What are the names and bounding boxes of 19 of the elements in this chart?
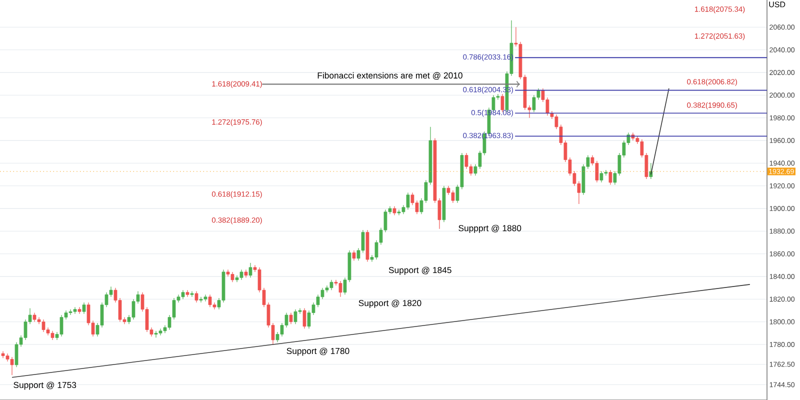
- candlestick: [608, 170, 612, 185]
- candlestick: [352, 250, 356, 261]
- annotation: Fibonacci extensions are met @ 2010: [318, 72, 462, 80]
- annotation: Support @ 1820: [358, 300, 422, 308]
- annotation: Support @ 1845: [388, 266, 452, 275]
- candlestick: [289, 312, 293, 324]
- candlestick: [78, 306, 82, 314]
- annotation: Suppprt @ 1880: [458, 224, 522, 233]
- annotation: Support @ 1780: [286, 348, 350, 356]
- candlestick: [190, 290, 194, 298]
- candlestick: [186, 290, 190, 298]
- y-axis-title: USD: [769, 2, 786, 8]
- candlestick: [248, 262, 252, 278]
- candlestick: [392, 206, 396, 216]
- candlestick: [82, 302, 86, 314]
- candlestick: [302, 308, 306, 329]
- annotation: Support @ 1753: [14, 382, 76, 390]
- candlestick: [194, 290, 198, 303]
- candlestick: [600, 170, 604, 183]
